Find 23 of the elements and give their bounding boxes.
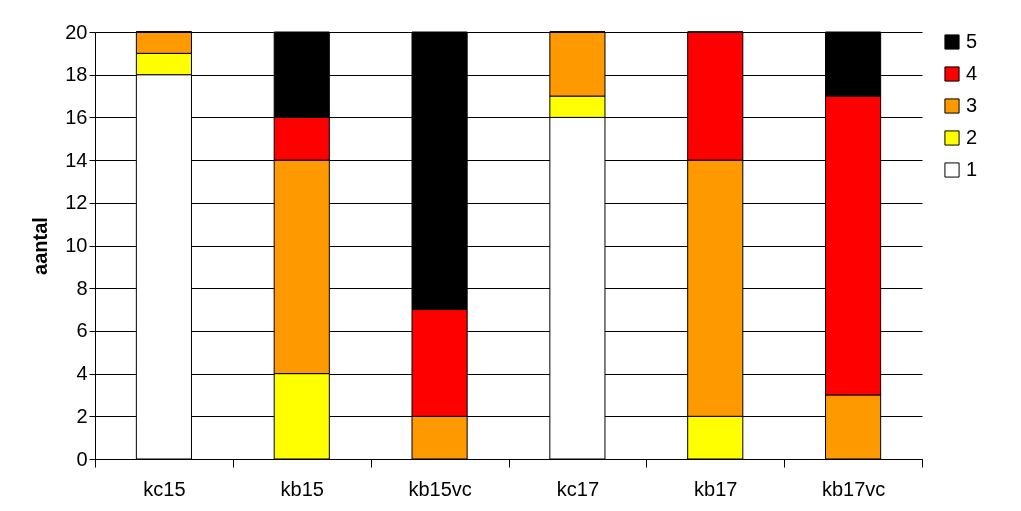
x-tick-label: kc17 — [556, 477, 600, 500]
x-tick-label: kb17vc — [821, 477, 886, 500]
y-tick-label: 16 — [65, 105, 88, 128]
y-tick-label: 2 — [76, 404, 88, 427]
x-tick-label: kb15 — [280, 477, 324, 500]
y-tick-label: 10 — [65, 234, 88, 256]
x-tick-label: kb17 — [694, 477, 738, 500]
y-tick-label: 12 — [65, 191, 88, 214]
x-tick-label: kc15 — [143, 477, 186, 500]
legend-label: 5 — [966, 30, 978, 52]
legend-label: 1 — [966, 158, 978, 180]
legend-label: 3 — [966, 94, 978, 116]
y-tick-label: 18 — [65, 63, 88, 86]
x-tick-label: kb15vc — [408, 477, 472, 500]
y-tick-label: 14 — [65, 148, 88, 171]
y-tick-label: 8 — [76, 276, 88, 299]
legend-label: 2 — [966, 126, 978, 148]
y-tick-label: 0 — [76, 447, 88, 470]
y-tick-label: 4 — [76, 362, 88, 385]
legend-label: 4 — [966, 62, 978, 84]
y-tick-label: 6 — [76, 319, 88, 342]
y-axis-title: aantal — [29, 217, 52, 275]
y-tick-label: 20 — [65, 20, 88, 43]
